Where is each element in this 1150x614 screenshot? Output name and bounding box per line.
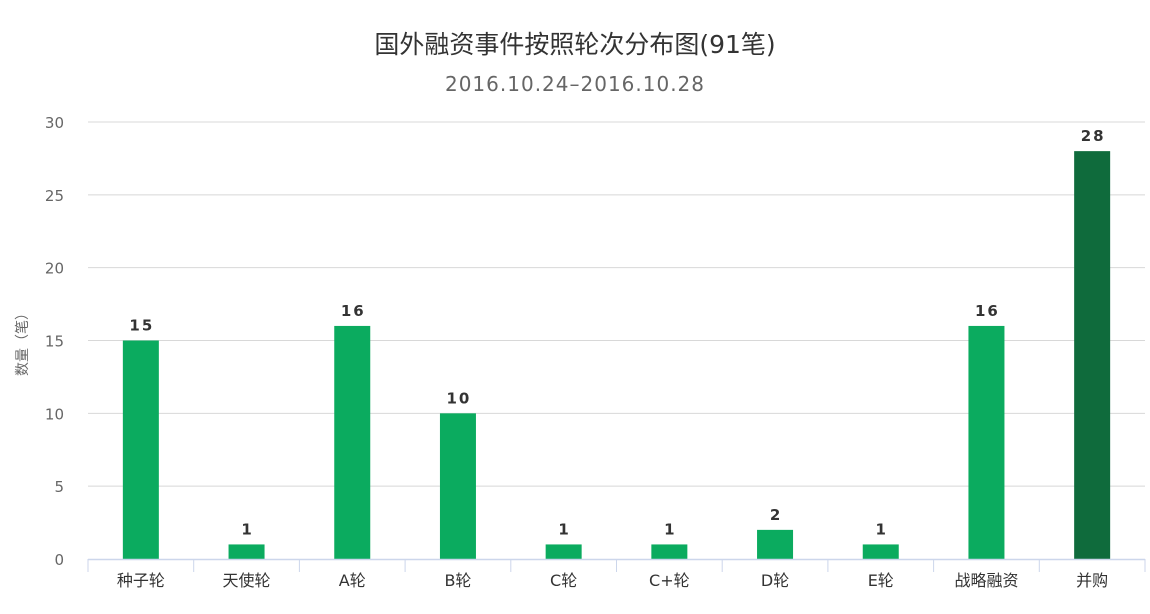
data-label: 2 bbox=[770, 506, 782, 524]
y-tick-label: 10 bbox=[45, 405, 64, 423]
data-label: 1 bbox=[558, 520, 570, 538]
x-tick-label: 种子轮 bbox=[117, 571, 165, 590]
x-tick-label: 天使轮 bbox=[223, 571, 271, 590]
x-tick-label: E轮 bbox=[868, 571, 894, 590]
data-label: 1 bbox=[876, 520, 888, 538]
bar bbox=[122, 340, 159, 559]
y-tick-label: 5 bbox=[54, 478, 64, 496]
x-tick-label: C轮 bbox=[550, 571, 577, 590]
y-tick-label: 25 bbox=[45, 187, 64, 205]
data-label: 1 bbox=[241, 520, 253, 538]
bar bbox=[545, 544, 582, 559]
bar bbox=[1074, 151, 1111, 559]
y-axis-label: 数量（笔） bbox=[15, 306, 31, 376]
x-tick-label: C+轮 bbox=[649, 571, 690, 590]
x-tick-label: D轮 bbox=[761, 571, 789, 590]
y-tick-label: 0 bbox=[54, 551, 64, 569]
data-label: 1 bbox=[664, 520, 676, 538]
bar bbox=[651, 544, 688, 559]
chart-subtitle: 2016.10.24–2016.10.28 bbox=[445, 72, 705, 96]
data-label: 16 bbox=[341, 302, 366, 320]
data-label: 15 bbox=[129, 317, 154, 335]
bar bbox=[757, 529, 794, 559]
data-label: 16 bbox=[975, 302, 1000, 320]
bar bbox=[968, 325, 1005, 559]
bar bbox=[862, 544, 899, 559]
bar bbox=[334, 325, 371, 559]
y-tick-label: 30 bbox=[45, 114, 64, 132]
x-tick-label: 并购 bbox=[1076, 571, 1108, 590]
data-label: 28 bbox=[1081, 127, 1106, 145]
y-tick-label: 15 bbox=[45, 333, 64, 351]
x-tick-label: A轮 bbox=[339, 571, 366, 590]
x-tick-label: 战略融资 bbox=[954, 571, 1018, 590]
data-label: 10 bbox=[447, 389, 472, 407]
chart-title: 国外融资事件按照轮次分布图(91笔) bbox=[374, 30, 775, 59]
bar bbox=[439, 413, 476, 559]
x-tick-label: B轮 bbox=[444, 571, 471, 590]
bar bbox=[228, 544, 265, 559]
y-tick-label: 20 bbox=[45, 260, 64, 278]
